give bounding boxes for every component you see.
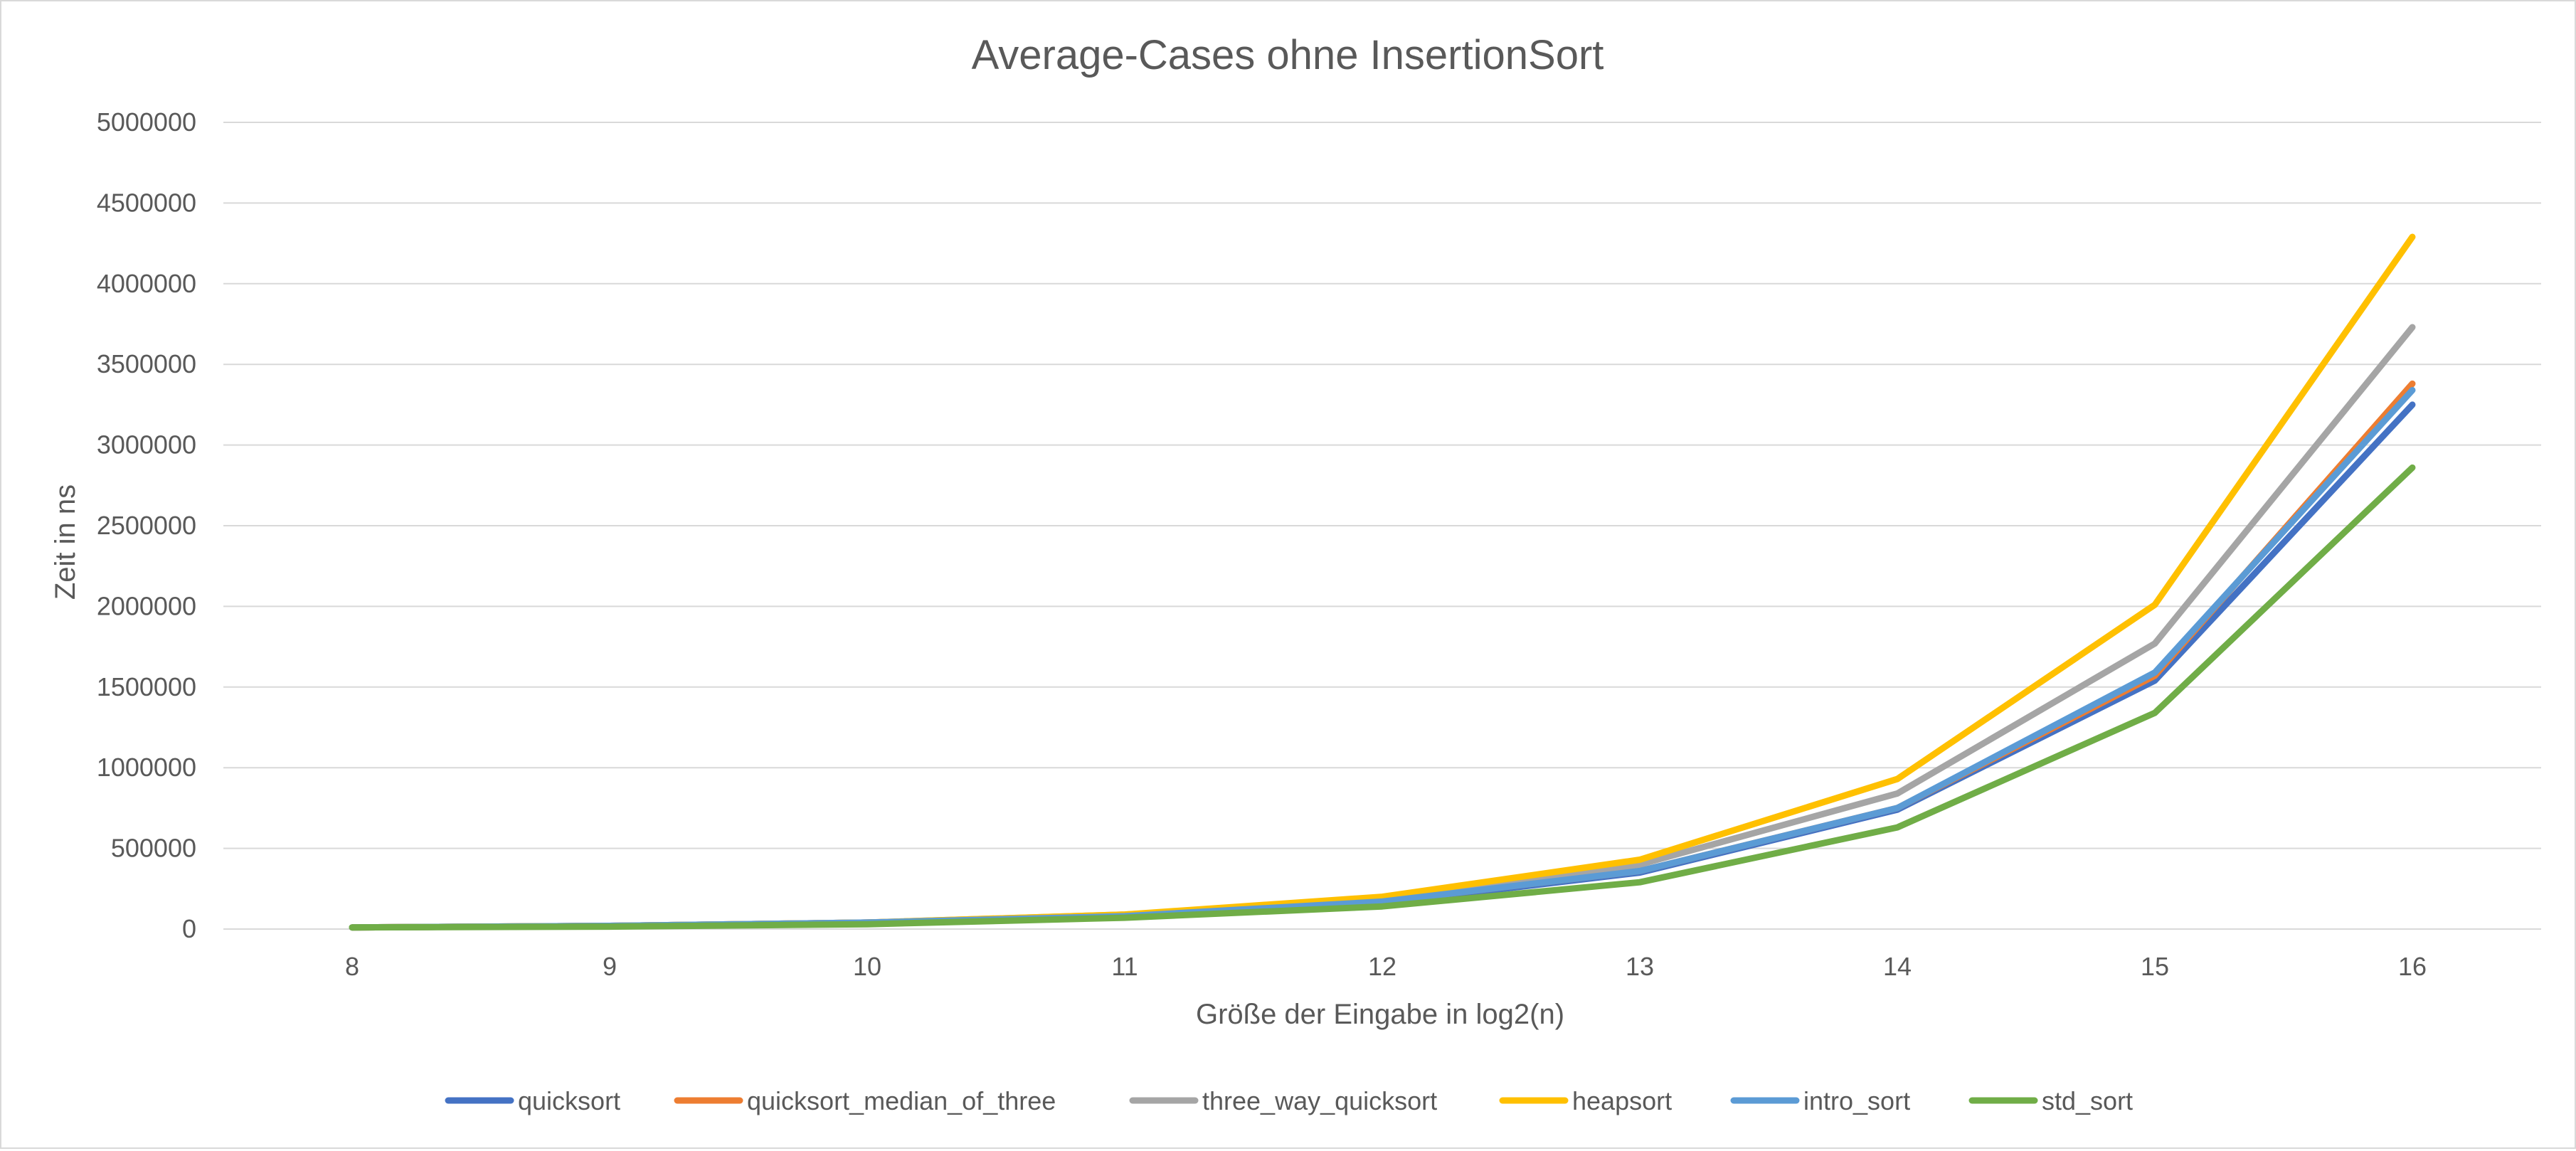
legend-label-std-sort: std_sort <box>2042 1086 2133 1115</box>
x-tick-label: 10 <box>853 952 881 981</box>
x-tick-label: 8 <box>345 952 359 981</box>
y-tick-label: 2000000 <box>97 591 196 620</box>
series-line-three-way-quicksort <box>349 324 2416 931</box>
y-tick-label: 1000000 <box>97 753 196 782</box>
x-axis-tick-labels: 8 9 10 11 12 13 14 15 16 <box>345 952 2427 981</box>
series-line-heapsort <box>349 233 2416 931</box>
legend-label-quicksort: quicksort <box>518 1086 620 1115</box>
y-tick-label: 4000000 <box>97 269 196 298</box>
series-line-intro-sort <box>349 387 2416 931</box>
series-line-quicksort-median-of-three <box>349 380 2416 931</box>
y-tick-label: 3500000 <box>97 349 196 378</box>
legend: quicksort quicksort_median_of_three three_… <box>445 1086 2133 1115</box>
y-tick-label: 4500000 <box>97 188 196 217</box>
y-axis-title: Zeit in ns <box>50 484 81 600</box>
x-tick-label: 15 <box>2141 952 2169 981</box>
gridlines <box>223 122 2541 849</box>
x-axis-title: Größe der Eingabe in log2(n) <box>1196 999 1564 1030</box>
y-tick-label: 500000 <box>111 834 196 863</box>
legend-label-intro-sort: intro_sort <box>1803 1086 1910 1115</box>
chart-title: Average-Cases ohne InsertionSort <box>972 32 1604 78</box>
x-tick-label: 12 <box>1368 952 1396 981</box>
y-axis-tick-labels: 0 500000 1000000 1500000 2000000 2500000 30000… <box>97 107 196 943</box>
y-tick-label: 1500000 <box>97 672 196 701</box>
x-tick-label: 16 <box>2398 952 2427 981</box>
y-tick-label: 5000000 <box>97 107 196 137</box>
legend-label-heapsort: heapsort <box>1572 1086 1672 1115</box>
series-lines <box>349 233 2416 931</box>
x-tick-label: 13 <box>1626 952 1654 981</box>
x-tick-label: 14 <box>1883 952 1912 981</box>
series-line-std-sort <box>349 464 2416 931</box>
y-tick-label: 2500000 <box>97 511 196 540</box>
x-tick-label: 9 <box>603 952 617 981</box>
y-tick-label: 0 <box>182 914 196 943</box>
x-tick-label: 11 <box>1111 952 1138 981</box>
legend-label-quicksort-median-of-three: quicksort_median_of_three <box>747 1086 1056 1115</box>
y-tick-label: 3000000 <box>97 430 196 460</box>
legend-label-three-way-quicksort: three_way_quicksort <box>1202 1086 1437 1115</box>
